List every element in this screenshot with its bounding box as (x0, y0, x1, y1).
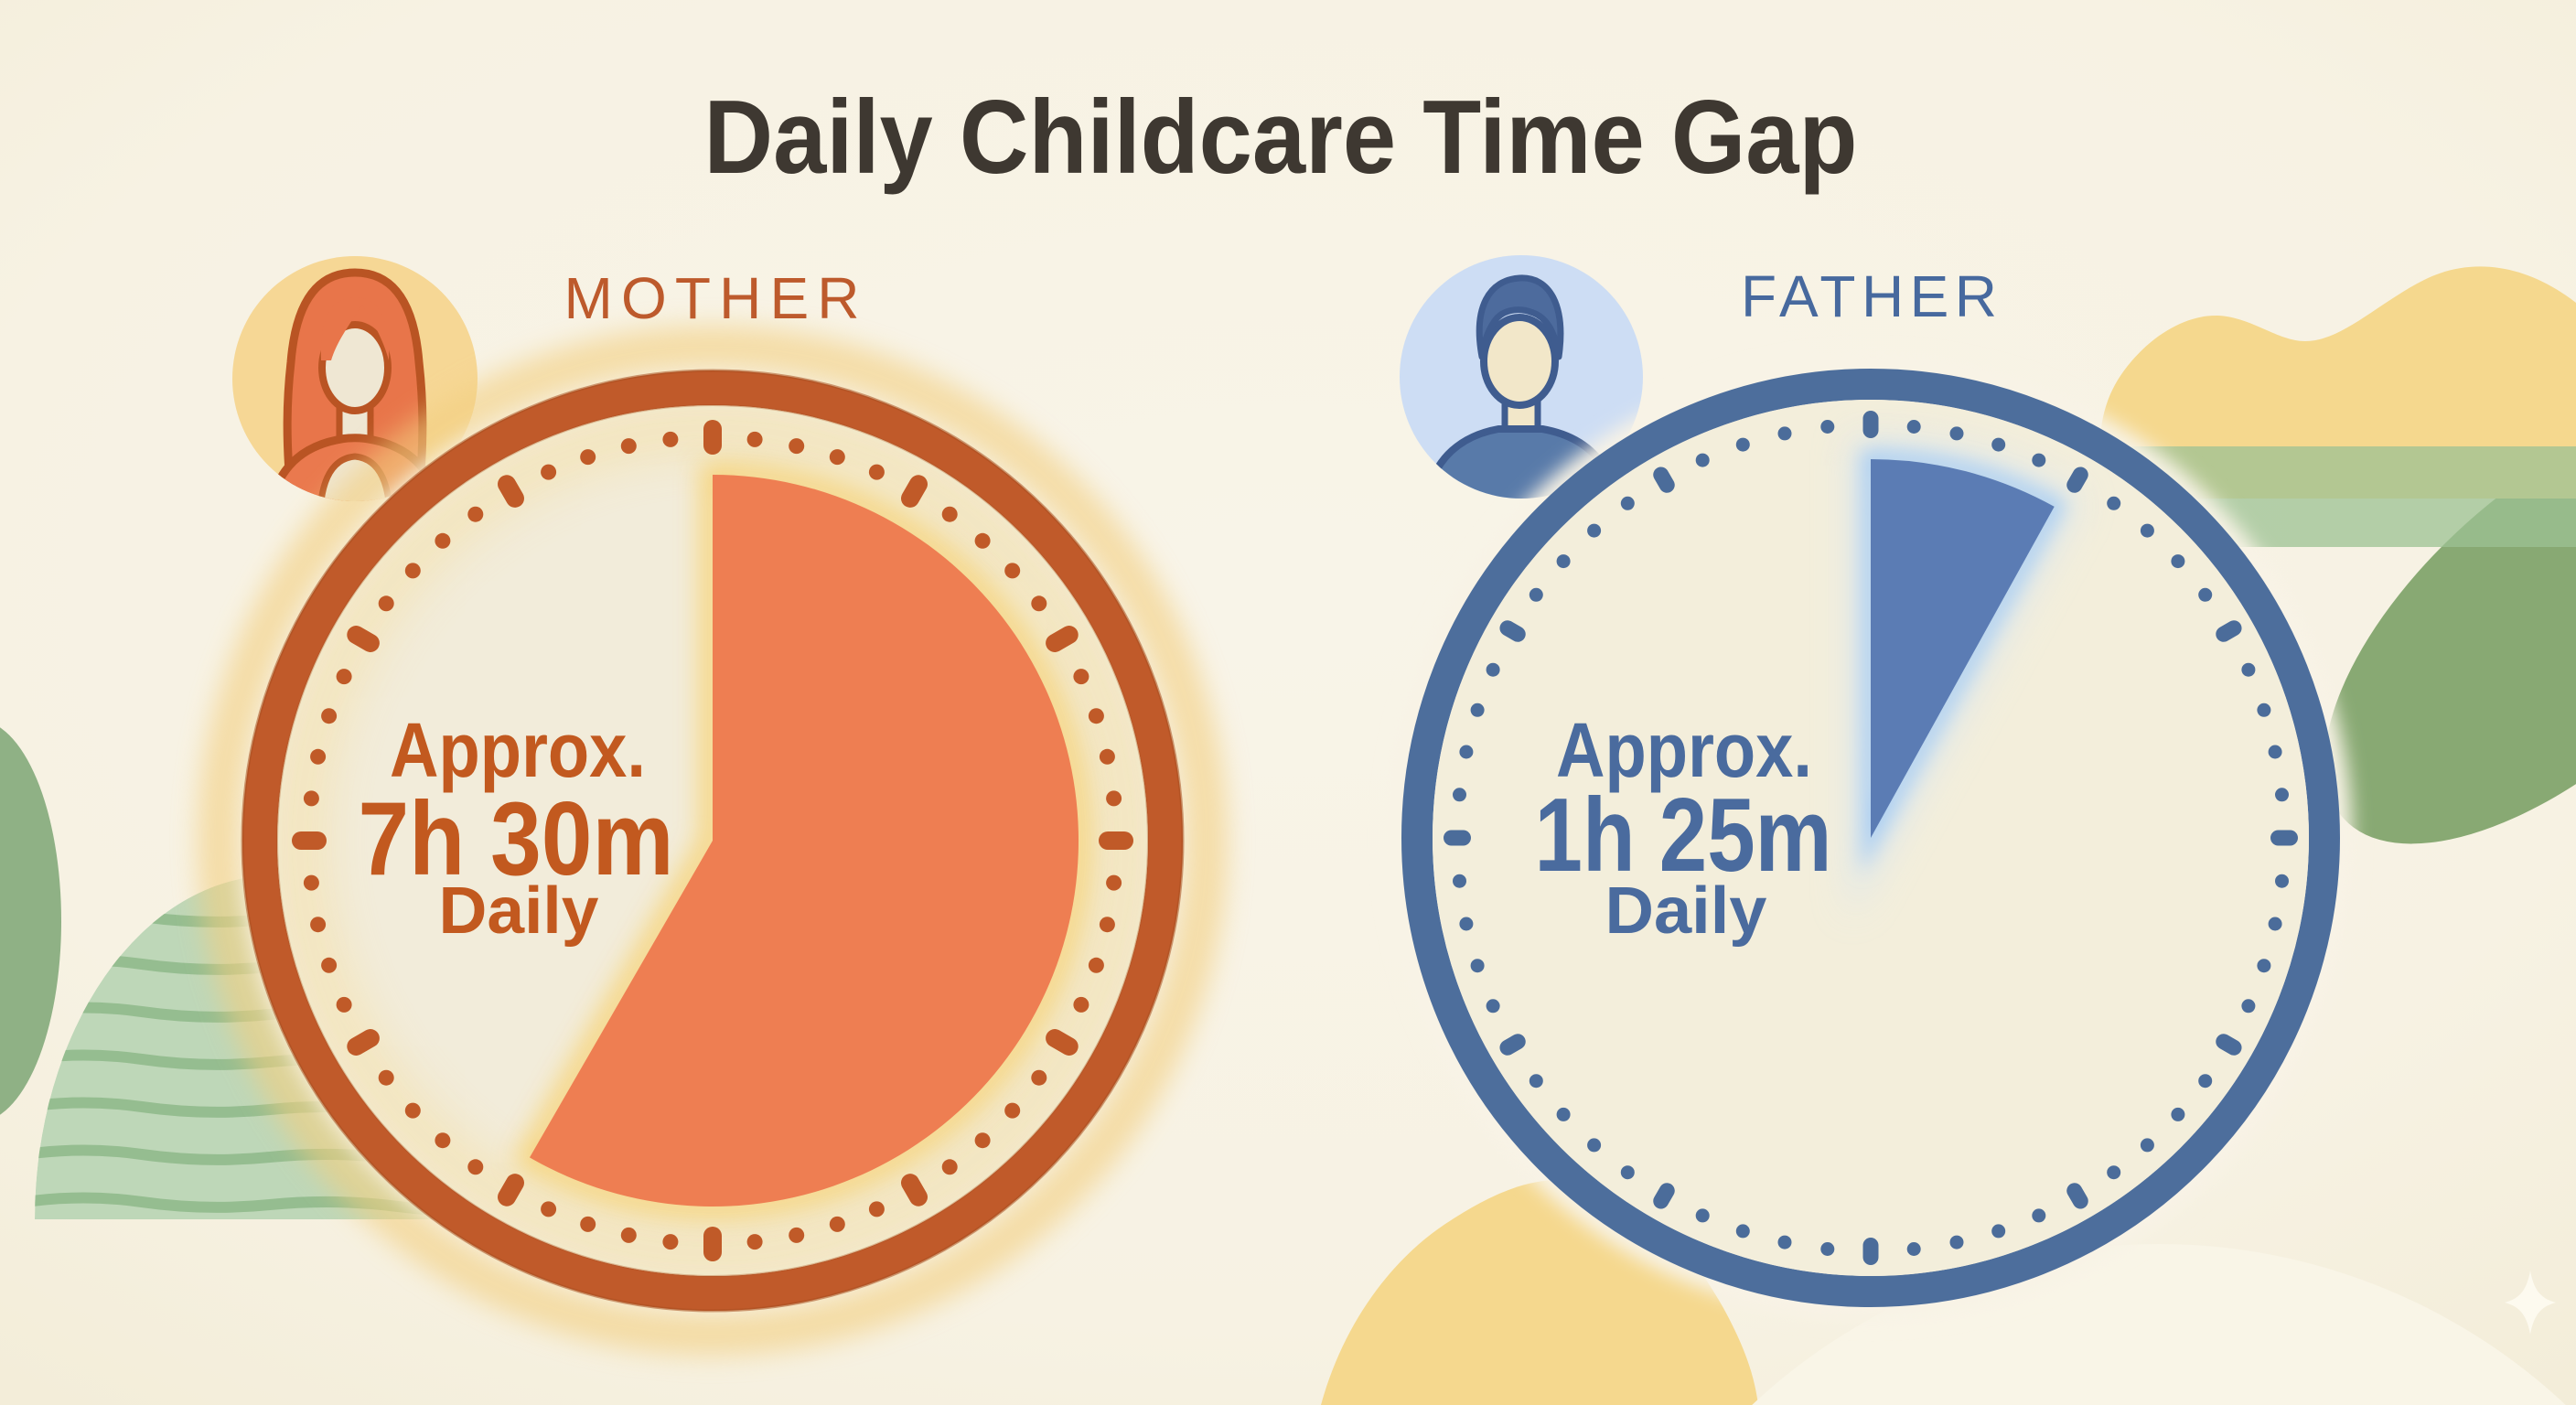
svg-text:FATHER: FATHER (1741, 263, 1997, 329)
svg-text:7h 30m: 7h 30m (359, 781, 674, 897)
svg-text:Approx.: Approx. (390, 707, 646, 793)
svg-text:Daily Childcare Time Gap: Daily Childcare Time Gap (704, 80, 1858, 196)
svg-text:Daily: Daily (1605, 874, 1767, 948)
svg-text:Daily: Daily (439, 874, 599, 948)
svg-text:1h 25m: 1h 25m (1535, 778, 1832, 894)
svg-text:Approx.: Approx. (1556, 707, 1812, 793)
